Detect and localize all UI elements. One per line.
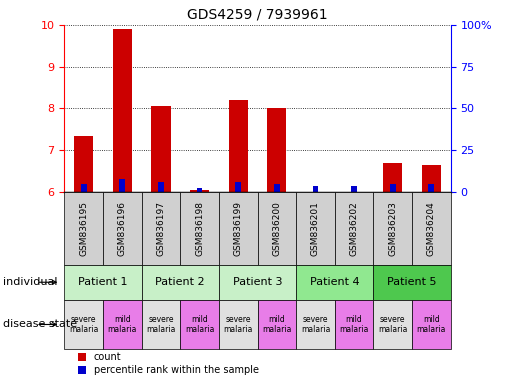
Text: disease state: disease state bbox=[3, 319, 77, 329]
Bar bbox=[235, 182, 241, 192]
Text: GSM836201: GSM836201 bbox=[311, 201, 320, 256]
Bar bbox=[313, 186, 318, 192]
Bar bbox=[351, 186, 357, 192]
Text: GSM836202: GSM836202 bbox=[350, 201, 358, 256]
Text: GSM836200: GSM836200 bbox=[272, 201, 281, 256]
Title: GDS4259 / 7939961: GDS4259 / 7939961 bbox=[187, 7, 328, 21]
Text: mild
malaria: mild malaria bbox=[417, 315, 446, 334]
Text: GSM836203: GSM836203 bbox=[388, 201, 397, 256]
Text: GSM836198: GSM836198 bbox=[195, 201, 204, 256]
Bar bbox=[274, 184, 280, 192]
Text: GSM836204: GSM836204 bbox=[427, 201, 436, 256]
Bar bbox=[113, 29, 132, 192]
Text: Patient 2: Patient 2 bbox=[156, 277, 205, 287]
Bar bbox=[81, 184, 87, 192]
Text: Patient 4: Patient 4 bbox=[310, 277, 359, 287]
Text: mild
malaria: mild malaria bbox=[185, 315, 214, 334]
Bar bbox=[119, 179, 125, 192]
Bar bbox=[390, 184, 396, 192]
Bar bbox=[190, 190, 209, 192]
Bar bbox=[383, 163, 402, 192]
Text: mild
malaria: mild malaria bbox=[262, 315, 291, 334]
Text: GSM836196: GSM836196 bbox=[118, 201, 127, 256]
Text: severe
malaria: severe malaria bbox=[69, 315, 98, 334]
Text: severe
malaria: severe malaria bbox=[224, 315, 253, 334]
Text: Patient 5: Patient 5 bbox=[387, 277, 437, 287]
Bar bbox=[74, 136, 93, 192]
Text: mild
malaria: mild malaria bbox=[339, 315, 369, 334]
Bar bbox=[229, 100, 248, 192]
Legend: count, percentile rank within the sample: count, percentile rank within the sample bbox=[74, 348, 263, 379]
Text: GSM836197: GSM836197 bbox=[157, 201, 165, 256]
Bar bbox=[197, 188, 202, 192]
Bar bbox=[428, 184, 434, 192]
Bar bbox=[267, 109, 286, 192]
Text: Patient 3: Patient 3 bbox=[233, 277, 282, 287]
Text: individual: individual bbox=[3, 277, 57, 287]
Text: mild
malaria: mild malaria bbox=[108, 315, 137, 334]
Bar bbox=[151, 106, 170, 192]
Text: severe
malaria: severe malaria bbox=[146, 315, 176, 334]
Text: Patient 1: Patient 1 bbox=[78, 277, 128, 287]
Bar bbox=[422, 165, 441, 192]
Text: GSM836195: GSM836195 bbox=[79, 201, 88, 256]
Text: severe
malaria: severe malaria bbox=[378, 315, 407, 334]
Bar bbox=[158, 182, 164, 192]
Text: GSM836199: GSM836199 bbox=[234, 201, 243, 256]
Text: severe
malaria: severe malaria bbox=[301, 315, 330, 334]
